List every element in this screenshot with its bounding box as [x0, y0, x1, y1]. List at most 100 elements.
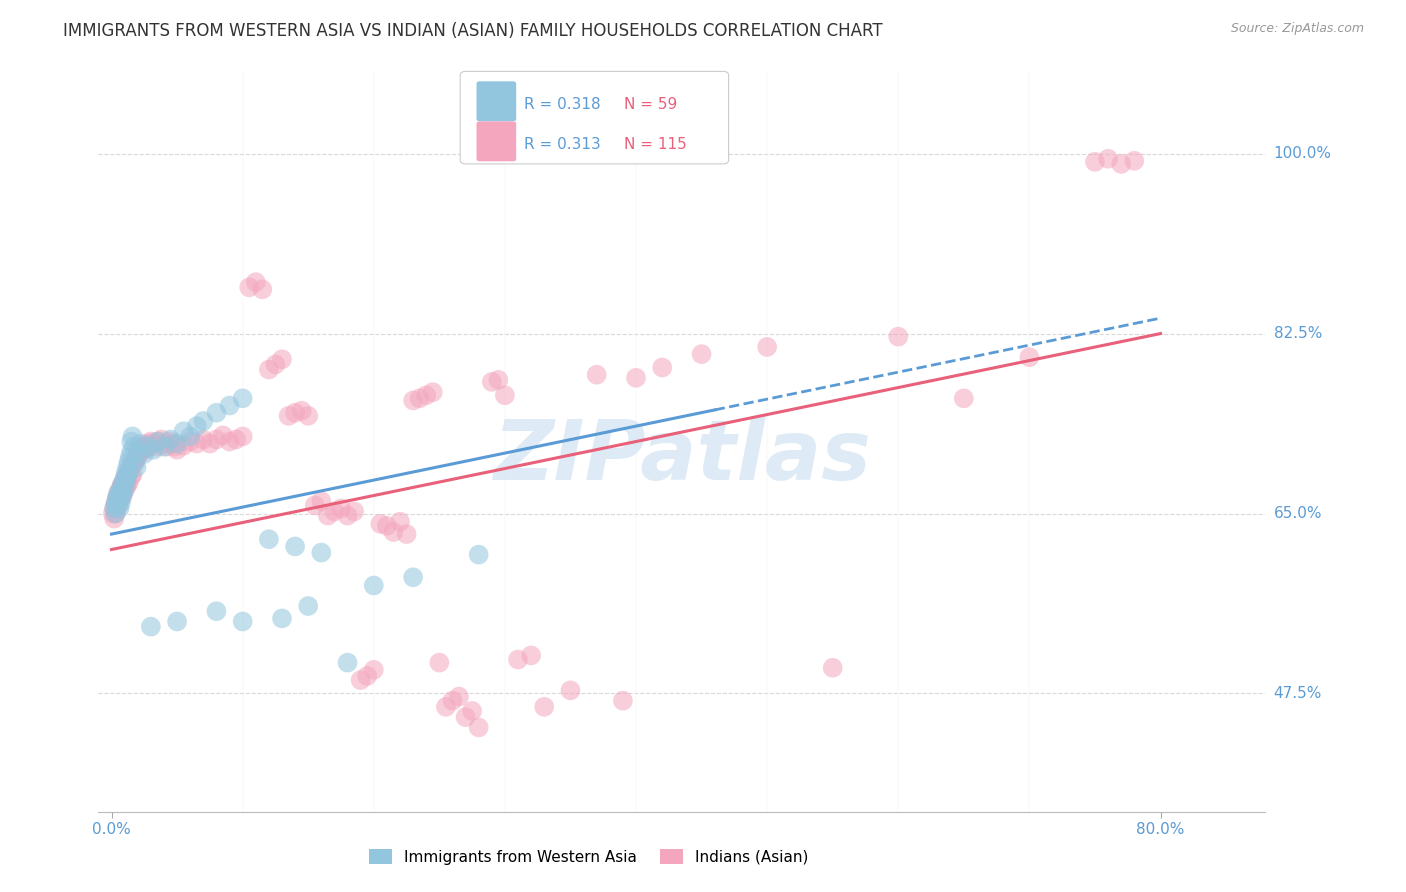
Point [690, 347, 713, 361]
Point [311, 494, 333, 508]
Point [441, 694, 464, 708]
Point [245, 275, 267, 289]
Point [136, 440, 159, 454]
Point [205, 604, 228, 618]
Point [198, 436, 221, 450]
Point [134, 439, 156, 453]
Point [821, 661, 844, 675]
Point [112, 475, 135, 490]
Point [108, 501, 131, 516]
Point [323, 504, 346, 518]
Point [257, 362, 280, 376]
Point [1018, 350, 1040, 364]
Point [427, 656, 450, 670]
Point [415, 388, 437, 402]
Point [121, 457, 143, 471]
Point [112, 486, 135, 500]
Point [142, 442, 165, 457]
Point [356, 669, 378, 683]
Point [157, 434, 180, 449]
Point [193, 414, 215, 428]
Point [142, 436, 165, 450]
Text: ZIPatlas: ZIPatlas [494, 416, 870, 497]
Point [114, 473, 136, 487]
Point [104, 496, 127, 510]
Point [173, 424, 195, 438]
Point [159, 433, 181, 447]
Point [108, 494, 131, 508]
Point [114, 481, 136, 495]
Point [454, 710, 477, 724]
Point [408, 392, 430, 406]
Point [111, 477, 134, 491]
Point [179, 429, 201, 443]
Point [375, 519, 398, 533]
Point [624, 371, 647, 385]
Point [304, 498, 326, 512]
Point [486, 373, 509, 387]
Point [112, 486, 135, 500]
Point [434, 699, 457, 714]
Point [145, 440, 167, 454]
Point [117, 477, 139, 491]
Point [128, 447, 150, 461]
Point [105, 491, 128, 505]
Point [139, 434, 162, 449]
Point [131, 442, 153, 457]
Point [461, 704, 484, 718]
Point [153, 436, 176, 450]
Point [120, 459, 142, 474]
Point [271, 352, 294, 367]
Point [107, 486, 129, 500]
Point [114, 483, 136, 497]
Point [120, 434, 142, 449]
Point [166, 436, 188, 450]
Point [205, 406, 228, 420]
Point [186, 436, 208, 450]
Point [257, 533, 280, 547]
Point [101, 507, 124, 521]
Point [343, 504, 366, 518]
Point [127, 445, 149, 459]
Point [127, 449, 149, 463]
Point [363, 663, 385, 677]
Point [395, 527, 418, 541]
Point [117, 466, 139, 480]
Point [115, 466, 138, 480]
Point [103, 501, 125, 516]
Point [118, 462, 141, 476]
Text: R = 0.318: R = 0.318 [524, 97, 600, 112]
Point [117, 466, 139, 480]
Point [179, 434, 201, 449]
Point [108, 488, 131, 502]
Point [382, 524, 405, 539]
Point [110, 483, 132, 498]
Point [330, 501, 353, 516]
Text: N = 59: N = 59 [624, 97, 676, 112]
Point [136, 436, 159, 450]
Text: N = 115: N = 115 [624, 137, 686, 153]
Point [225, 433, 247, 447]
Point [134, 447, 156, 461]
Point [506, 652, 529, 666]
Point [105, 501, 128, 516]
Point [117, 455, 139, 469]
Point [155, 440, 177, 454]
Point [402, 570, 425, 584]
Point [163, 440, 186, 454]
Point [112, 475, 135, 490]
Point [139, 619, 162, 633]
Point [136, 442, 159, 456]
FancyBboxPatch shape [477, 81, 516, 121]
Point [232, 392, 254, 406]
Point [316, 508, 339, 523]
Point [467, 548, 489, 562]
Point [103, 511, 125, 525]
Point [370, 516, 392, 531]
Point [232, 615, 254, 629]
Point [121, 429, 143, 443]
Point [125, 460, 148, 475]
Point [612, 694, 634, 708]
Text: 47.5%: 47.5% [1274, 686, 1322, 701]
Point [105, 498, 128, 512]
